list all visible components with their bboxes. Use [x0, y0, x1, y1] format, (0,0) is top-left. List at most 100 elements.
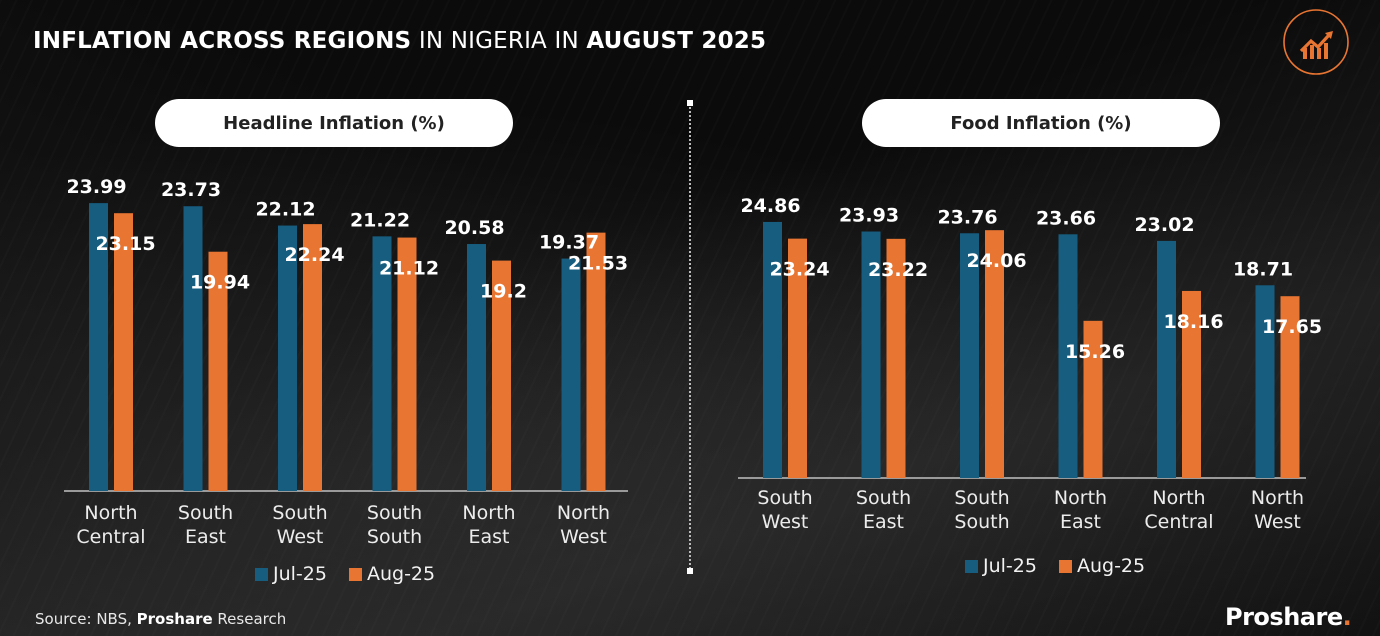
- value-label-aug-25: 17.65: [1262, 316, 1322, 338]
- category-label: East: [469, 526, 510, 548]
- title-bold-part-1: INFLATION ACROSS REGIONS: [33, 28, 412, 54]
- bar-aug-25: [1280, 296, 1300, 478]
- category-label: East: [863, 511, 904, 533]
- bar-aug-25: [586, 232, 606, 491]
- bar-aug-25: [492, 260, 511, 491]
- bar-jul-25: [89, 203, 108, 491]
- category-label: North: [1251, 487, 1304, 509]
- category-label: South: [367, 502, 422, 524]
- legend-swatch-aug: [1058, 559, 1072, 573]
- source-bold: Proshare: [136, 610, 213, 628]
- value-label-aug-25: 21.53: [568, 253, 628, 275]
- bar-jul-25: [372, 236, 392, 491]
- legend-item-jul: Jul-25: [255, 563, 327, 585]
- bar-jul-25: [183, 206, 203, 492]
- legend-label-aug: Aug-25: [1076, 555, 1146, 577]
- value-label-jul-25: 24.86: [740, 195, 800, 217]
- category-label: North: [84, 502, 137, 524]
- bar-aug-25: [985, 230, 1004, 478]
- bar-aug-25: [397, 237, 417, 491]
- food-legend: Jul-25 Aug-25: [965, 555, 1145, 577]
- legend-item-aug: Aug-25: [348, 563, 436, 585]
- category-label: Central: [76, 526, 145, 548]
- bar-jul-25: [1157, 240, 1176, 478]
- legend-item-jul: Jul-25: [965, 555, 1037, 577]
- category-label: North: [557, 502, 610, 524]
- value-label-aug-25: 19.2: [480, 281, 527, 303]
- bar-jul-25: [467, 244, 486, 491]
- category-label: South: [954, 511, 1009, 533]
- value-label-jul-25: 21.22: [350, 209, 410, 231]
- value-label-aug-25: 22.24: [284, 244, 344, 266]
- bar-jul-25: [1058, 234, 1078, 478]
- category-label: South: [367, 526, 422, 548]
- legend-label-aug: Aug-25: [366, 563, 436, 585]
- value-label-jul-25: 23.93: [839, 205, 899, 227]
- category-label: South: [757, 487, 812, 509]
- title-light-part: IN NIGERIA IN: [411, 28, 587, 54]
- source-suffix: Research: [212, 610, 287, 628]
- value-label-jul-25: 23.76: [937, 206, 997, 228]
- category-label: West: [762, 511, 809, 533]
- category-label: South: [178, 502, 233, 524]
- category-label: West: [560, 526, 607, 548]
- category-label: West: [1254, 511, 1301, 533]
- legend-item-aug: Aug-25: [1058, 555, 1146, 577]
- bar-jul-25: [278, 225, 297, 491]
- brand-logo: Proshare.: [1225, 603, 1352, 631]
- value-label-aug-25: 23.15: [95, 233, 155, 255]
- source-prefix: Source: NBS,: [35, 610, 137, 628]
- brand-name: Proshare: [1225, 603, 1343, 631]
- divider-top-marker: [687, 100, 693, 106]
- category-label: North: [1054, 487, 1107, 509]
- category-label: North: [462, 502, 515, 524]
- category-label: South: [272, 502, 327, 524]
- legend-swatch-jul: [965, 559, 978, 573]
- bar-aug-25: [886, 238, 906, 478]
- value-label-aug-25: 21.12: [379, 258, 439, 280]
- category-label: West: [277, 526, 324, 548]
- brand-dot: .: [1342, 603, 1352, 631]
- title-bold-part-2: AUGUST 2025: [586, 28, 767, 54]
- value-label-aug-25: 18.16: [1163, 311, 1223, 333]
- chart-divider: [689, 103, 691, 573]
- category-label: South: [954, 487, 1009, 509]
- bar-aug-25: [1182, 290, 1201, 478]
- value-label-aug-25: 19.94: [190, 272, 250, 294]
- bar-jul-25: [1255, 285, 1275, 478]
- bar-jul-25: [960, 233, 979, 478]
- bar-aug-25: [114, 213, 133, 491]
- growth-chart-icon: [1283, 9, 1349, 75]
- bar-aug-25: [1083, 320, 1103, 478]
- value-label-jul-25: 23.99: [66, 176, 126, 198]
- value-label-aug-25: 15.26: [1065, 341, 1125, 363]
- page-title: INFLATION ACROSS REGIONS IN NIGERIA IN A…: [33, 28, 766, 54]
- bar-aug-25: [208, 251, 228, 491]
- value-label-jul-25: 23.02: [1134, 214, 1194, 236]
- category-label: Central: [1144, 511, 1213, 533]
- food-inflation-title: Food Inflation (%): [862, 99, 1220, 147]
- value-label-aug-25: 23.22: [868, 259, 928, 281]
- value-label-aug-25: 23.24: [769, 259, 829, 281]
- value-label-jul-25: 18.71: [1233, 258, 1293, 280]
- legend-label-jul: Jul-25: [983, 555, 1037, 577]
- bar-jul-25: [763, 221, 782, 478]
- bar-jul-25: [861, 231, 881, 478]
- category-label: East: [185, 526, 226, 548]
- value-label-jul-25: 23.73: [161, 179, 221, 201]
- value-label-jul-25: 23.66: [1036, 207, 1096, 229]
- bar-jul-25: [561, 258, 581, 491]
- category-label: South: [856, 487, 911, 509]
- value-label-jul-25: 22.12: [255, 199, 315, 221]
- headline-inflation-title: Headline Inflation (%): [155, 99, 513, 147]
- value-label-jul-25: 20.58: [444, 217, 504, 239]
- value-label-aug-25: 24.06: [966, 250, 1026, 272]
- bar-aug-25: [788, 238, 807, 478]
- category-label: North: [1152, 487, 1205, 509]
- legend-swatch-jul: [255, 567, 268, 581]
- category-label: East: [1060, 511, 1101, 533]
- value-label-jul-25: 19.37: [539, 232, 599, 254]
- bar-aug-25: [303, 224, 322, 491]
